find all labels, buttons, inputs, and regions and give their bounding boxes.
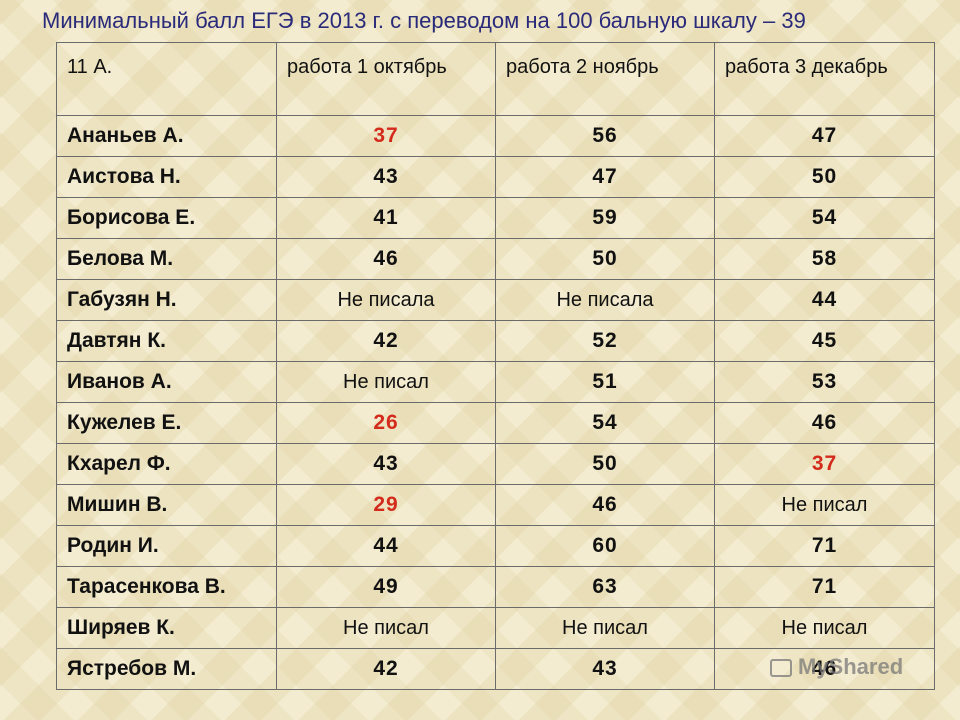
score-work-1: 46 xyxy=(276,238,496,280)
score-work-3: 71 xyxy=(714,566,935,608)
score-work-2: 63 xyxy=(495,566,715,608)
score-work-1: 49 xyxy=(276,566,496,608)
student-name: Ширяев К. xyxy=(56,607,277,649)
header-work-1: работа 1 октябрь xyxy=(276,42,496,116)
table-row: Давтян К. 42 52 45 xyxy=(56,320,935,362)
score-work-1: 42 xyxy=(276,648,496,690)
score-work-2: 56 xyxy=(495,115,715,157)
score-work-1: Не писал xyxy=(276,361,496,403)
score-work-2: 52 xyxy=(495,320,715,362)
score-work-1: 44 xyxy=(276,525,496,567)
student-name: Ананьев А. xyxy=(56,115,277,157)
table-row: Мишин В. 29 46 Не писал xyxy=(56,484,935,526)
score-work-3: 46 xyxy=(714,648,935,690)
grades-table: 11 А. работа 1 октябрь работа 2 ноябрь р… xyxy=(56,42,935,690)
table-row: Родин И. 44 60 71 xyxy=(56,525,935,567)
table-row: Кхарел Ф. 43 50 37 xyxy=(56,443,935,485)
table-row: Борисова Е. 41 59 54 xyxy=(56,197,935,239)
student-name: Аистова Н. xyxy=(56,156,277,198)
score-work-3: 50 xyxy=(714,156,935,198)
score-work-3: 71 xyxy=(714,525,935,567)
score-work-2: 43 xyxy=(495,648,715,690)
table-row: Тарасенкова В. 49 63 71 xyxy=(56,566,935,608)
student-name: Габузян Н. xyxy=(56,279,277,321)
score-work-3: 46 xyxy=(714,402,935,444)
score-work-3: Не писал xyxy=(714,484,935,526)
score-work-3: Не писал xyxy=(714,607,935,649)
watermark-text: MyShared xyxy=(798,654,904,679)
student-name: Давтян К. xyxy=(56,320,277,362)
student-name: Ястребов М. xyxy=(56,648,277,690)
table-row: Ястребов М. 42 43 46 xyxy=(56,648,935,690)
score-work-1: 37 xyxy=(276,115,496,157)
score-work-3: 37 xyxy=(714,443,935,485)
score-work-2: Не писала xyxy=(495,279,715,321)
score-work-1: 43 xyxy=(276,156,496,198)
header-work-3: работа 3 декабрь xyxy=(714,42,935,116)
score-work-2: 50 xyxy=(495,443,715,485)
score-work-2: 50 xyxy=(495,238,715,280)
table-row: Кужелев Е. 26 54 46 xyxy=(56,402,935,444)
student-name: Белова М. xyxy=(56,238,277,280)
table-row: Белова М. 46 50 58 xyxy=(56,238,935,280)
table-row: Иванов А. Не писал 51 53 xyxy=(56,361,935,403)
table-row: Аистова Н. 43 47 50 xyxy=(56,156,935,198)
presentation-icon xyxy=(770,659,792,678)
score-work-2: Не писал xyxy=(495,607,715,649)
student-name: Борисова Е. xyxy=(56,197,277,239)
student-name: Иванов А. xyxy=(56,361,277,403)
table-row: Ананьев А. 37 56 47 xyxy=(56,115,935,157)
student-name: Мишин В. xyxy=(56,484,277,526)
score-work-2: 47 xyxy=(495,156,715,198)
page-title: Минимальный балл ЕГЭ в 2013 г. с перевод… xyxy=(42,8,806,33)
score-work-1: 26 xyxy=(276,402,496,444)
student-name: Кужелев Е. xyxy=(56,402,277,444)
score-work-1: 29 xyxy=(276,484,496,526)
score-work-1: Не писал xyxy=(276,607,496,649)
score-work-2: 59 xyxy=(495,197,715,239)
score-work-2: 60 xyxy=(495,525,715,567)
score-work-2: 54 xyxy=(495,402,715,444)
score-work-1: 42 xyxy=(276,320,496,362)
table-row: Ширяев К. Не писал Не писал Не писал xyxy=(56,607,935,649)
header-work-2: работа 2 ноябрь xyxy=(495,42,715,116)
student-name: Кхарел Ф. xyxy=(56,443,277,485)
score-work-2: 51 xyxy=(495,361,715,403)
score-work-3: 58 xyxy=(714,238,935,280)
header-class: 11 А. xyxy=(56,42,277,116)
score-work-1: 41 xyxy=(276,197,496,239)
table-row: Габузян Н. Не писала Не писала 44 xyxy=(56,279,935,321)
score-work-1: 43 xyxy=(276,443,496,485)
score-work-3: 54 xyxy=(714,197,935,239)
score-work-3: 44 xyxy=(714,279,935,321)
table-header-row: 11 А. работа 1 октябрь работа 2 ноябрь р… xyxy=(56,42,935,116)
student-name: Тарасенкова В. xyxy=(56,566,277,608)
student-name: Родин И. xyxy=(56,525,277,567)
watermark: MyShared xyxy=(770,654,903,680)
score-work-1: Не писала xyxy=(276,279,496,321)
score-work-3: 47 xyxy=(714,115,935,157)
score-work-2: 46 xyxy=(495,484,715,526)
grades-table-body: 11 А. работа 1 октябрь работа 2 ноябрь р… xyxy=(56,42,935,690)
score-work-3: 53 xyxy=(714,361,935,403)
score-work-3: 45 xyxy=(714,320,935,362)
